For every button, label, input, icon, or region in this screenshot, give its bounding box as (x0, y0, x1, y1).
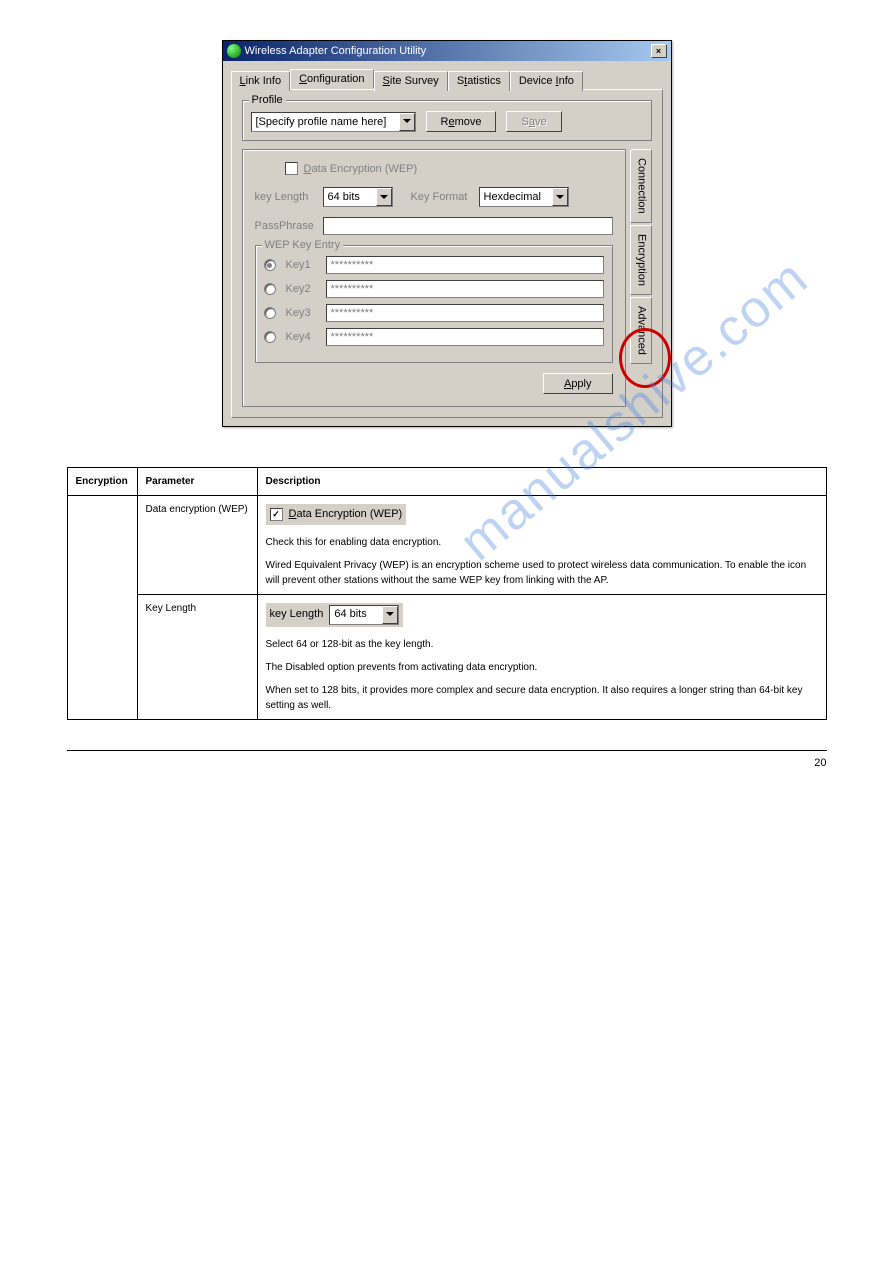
profile-combo[interactable]: [Specify profile name here] (251, 112, 416, 132)
key-format-combo[interactable]: Hexdecimal (479, 187, 569, 207)
cell-desc-wep: ✓ Data Encryption (WEP) Check this for e… (257, 496, 826, 595)
demo-checkbox-label: Data Encryption (WEP) (289, 506, 403, 523)
desc-text: Select 64 or 128-bit as the key length. (266, 637, 818, 652)
wep-key-group: WEP Key Entry Key1 Key2 (255, 245, 613, 363)
chevron-down-icon (382, 606, 398, 624)
key-length-combo[interactable]: 64 bits (323, 187, 393, 207)
side-tab-connection[interactable]: Connection (630, 149, 652, 223)
table-row: Key Length key Length 64 bits Select 64 … (67, 594, 826, 719)
key-length-label: key Length (255, 191, 315, 203)
header-description: Description (257, 468, 826, 496)
side-tab-advanced[interactable]: Advanced (630, 297, 652, 364)
side-tabs: Connection Encryption Advanced (630, 149, 652, 407)
key4-label: Key4 (286, 331, 316, 343)
demo-keylength-value: 64 bits (330, 606, 382, 623)
key3-label: Key3 (286, 307, 316, 319)
tab-strip: Link Info Configuration Site Survey Stat… (231, 69, 663, 89)
desc-text: Check this for enabling data encryption. (266, 535, 818, 550)
cell-param-keylength: Key Length (137, 594, 257, 719)
key2-label: Key2 (286, 283, 316, 295)
dialog-window: Wireless Adapter Configuration Utility ×… (222, 40, 672, 427)
close-icon[interactable]: × (651, 44, 667, 58)
header-encryption: Encryption (67, 468, 137, 496)
demo-keylength-combo: 64 bits (329, 605, 399, 625)
header-parameter: Parameter (137, 468, 257, 496)
side-tab-encryption[interactable]: Encryption (630, 225, 652, 295)
tab-site-survey[interactable]: Site Survey (374, 71, 448, 91)
desc-text: Wired Equivalent Privacy (WEP) is an enc… (266, 558, 818, 588)
key1-radio[interactable] (264, 259, 276, 271)
tab-link-info[interactable]: Link Info (231, 71, 291, 91)
footer-rule (67, 750, 827, 751)
key-format-value: Hexdecimal (480, 191, 552, 203)
page: Wireless Adapter Configuration Utility ×… (67, 40, 827, 769)
cell-desc-keylength: key Length 64 bits Select 64 or 128-bit … (257, 594, 826, 719)
wep-group-title: WEP Key Entry (262, 239, 344, 251)
save-button[interactable]: Save (506, 111, 561, 132)
window-title: Wireless Adapter Configuration Utility (245, 45, 651, 57)
tab-configuration[interactable]: Configuration (290, 69, 373, 89)
profile-label: Profile (249, 94, 286, 106)
chevron-down-icon[interactable] (376, 188, 392, 206)
key1-label: Key1 (286, 259, 316, 271)
key-length-value: 64 bits (324, 191, 376, 203)
profile-group: Profile [Specify profile name here] Remo… (242, 100, 652, 141)
app-icon (227, 44, 241, 58)
wep-checkbox[interactable] (285, 162, 298, 175)
tab-device-info[interactable]: Device Info (510, 71, 583, 91)
apply-button[interactable]: Apply (543, 373, 613, 394)
dialog-body: Link Info Configuration Site Survey Stat… (223, 61, 671, 426)
wep-checkbox-label: Data Encryption (WEP) (304, 163, 418, 175)
demo-keylength-label: key Length (270, 606, 324, 623)
table-row: Data encryption (WEP) ✓ Data Encryption … (67, 496, 826, 595)
cell-blank (67, 496, 137, 720)
desc-text: The Disabled option prevents from activa… (266, 660, 818, 675)
tab-statistics[interactable]: Statistics (448, 71, 510, 91)
key1-input[interactable] (326, 256, 604, 274)
key4-input[interactable] (326, 328, 604, 346)
inline-wep-checkbox: ✓ Data Encryption (WEP) (266, 504, 407, 525)
parameter-table: Encryption Parameter Description Data en… (67, 467, 827, 720)
desc-text: When set to 128 bits, it provides more c… (266, 683, 818, 713)
key3-radio[interactable] (264, 307, 276, 319)
chevron-down-icon[interactable] (399, 113, 415, 131)
key2-input[interactable] (326, 280, 604, 298)
demo-checkbox: ✓ (270, 508, 283, 521)
profile-combo-text: [Specify profile name here] (252, 116, 399, 128)
cell-param-wep: Data encryption (WEP) (137, 496, 257, 595)
key3-input[interactable] (326, 304, 604, 322)
dialog-wrapper: Wireless Adapter Configuration Utility ×… (67, 40, 827, 427)
page-number: 20 (67, 757, 827, 769)
tab-panel: Profile [Specify profile name here] Remo… (231, 89, 663, 418)
passphrase-input[interactable] (323, 217, 613, 235)
key2-radio[interactable] (264, 283, 276, 295)
remove-button[interactable]: Remove (426, 111, 497, 132)
chevron-down-icon[interactable] (552, 188, 568, 206)
encryption-panel: Data Encryption (WEP) key Length 64 bits… (242, 149, 626, 407)
table-header: Encryption Parameter Description (67, 468, 826, 496)
key-format-label: Key Format (411, 191, 471, 203)
passphrase-label: PassPhrase (255, 220, 315, 232)
titlebar: Wireless Adapter Configuration Utility × (223, 41, 671, 61)
key4-radio[interactable] (264, 331, 276, 343)
config-area: Data Encryption (WEP) key Length 64 bits… (242, 149, 652, 407)
inline-keylength-combo: key Length 64 bits (266, 603, 404, 627)
